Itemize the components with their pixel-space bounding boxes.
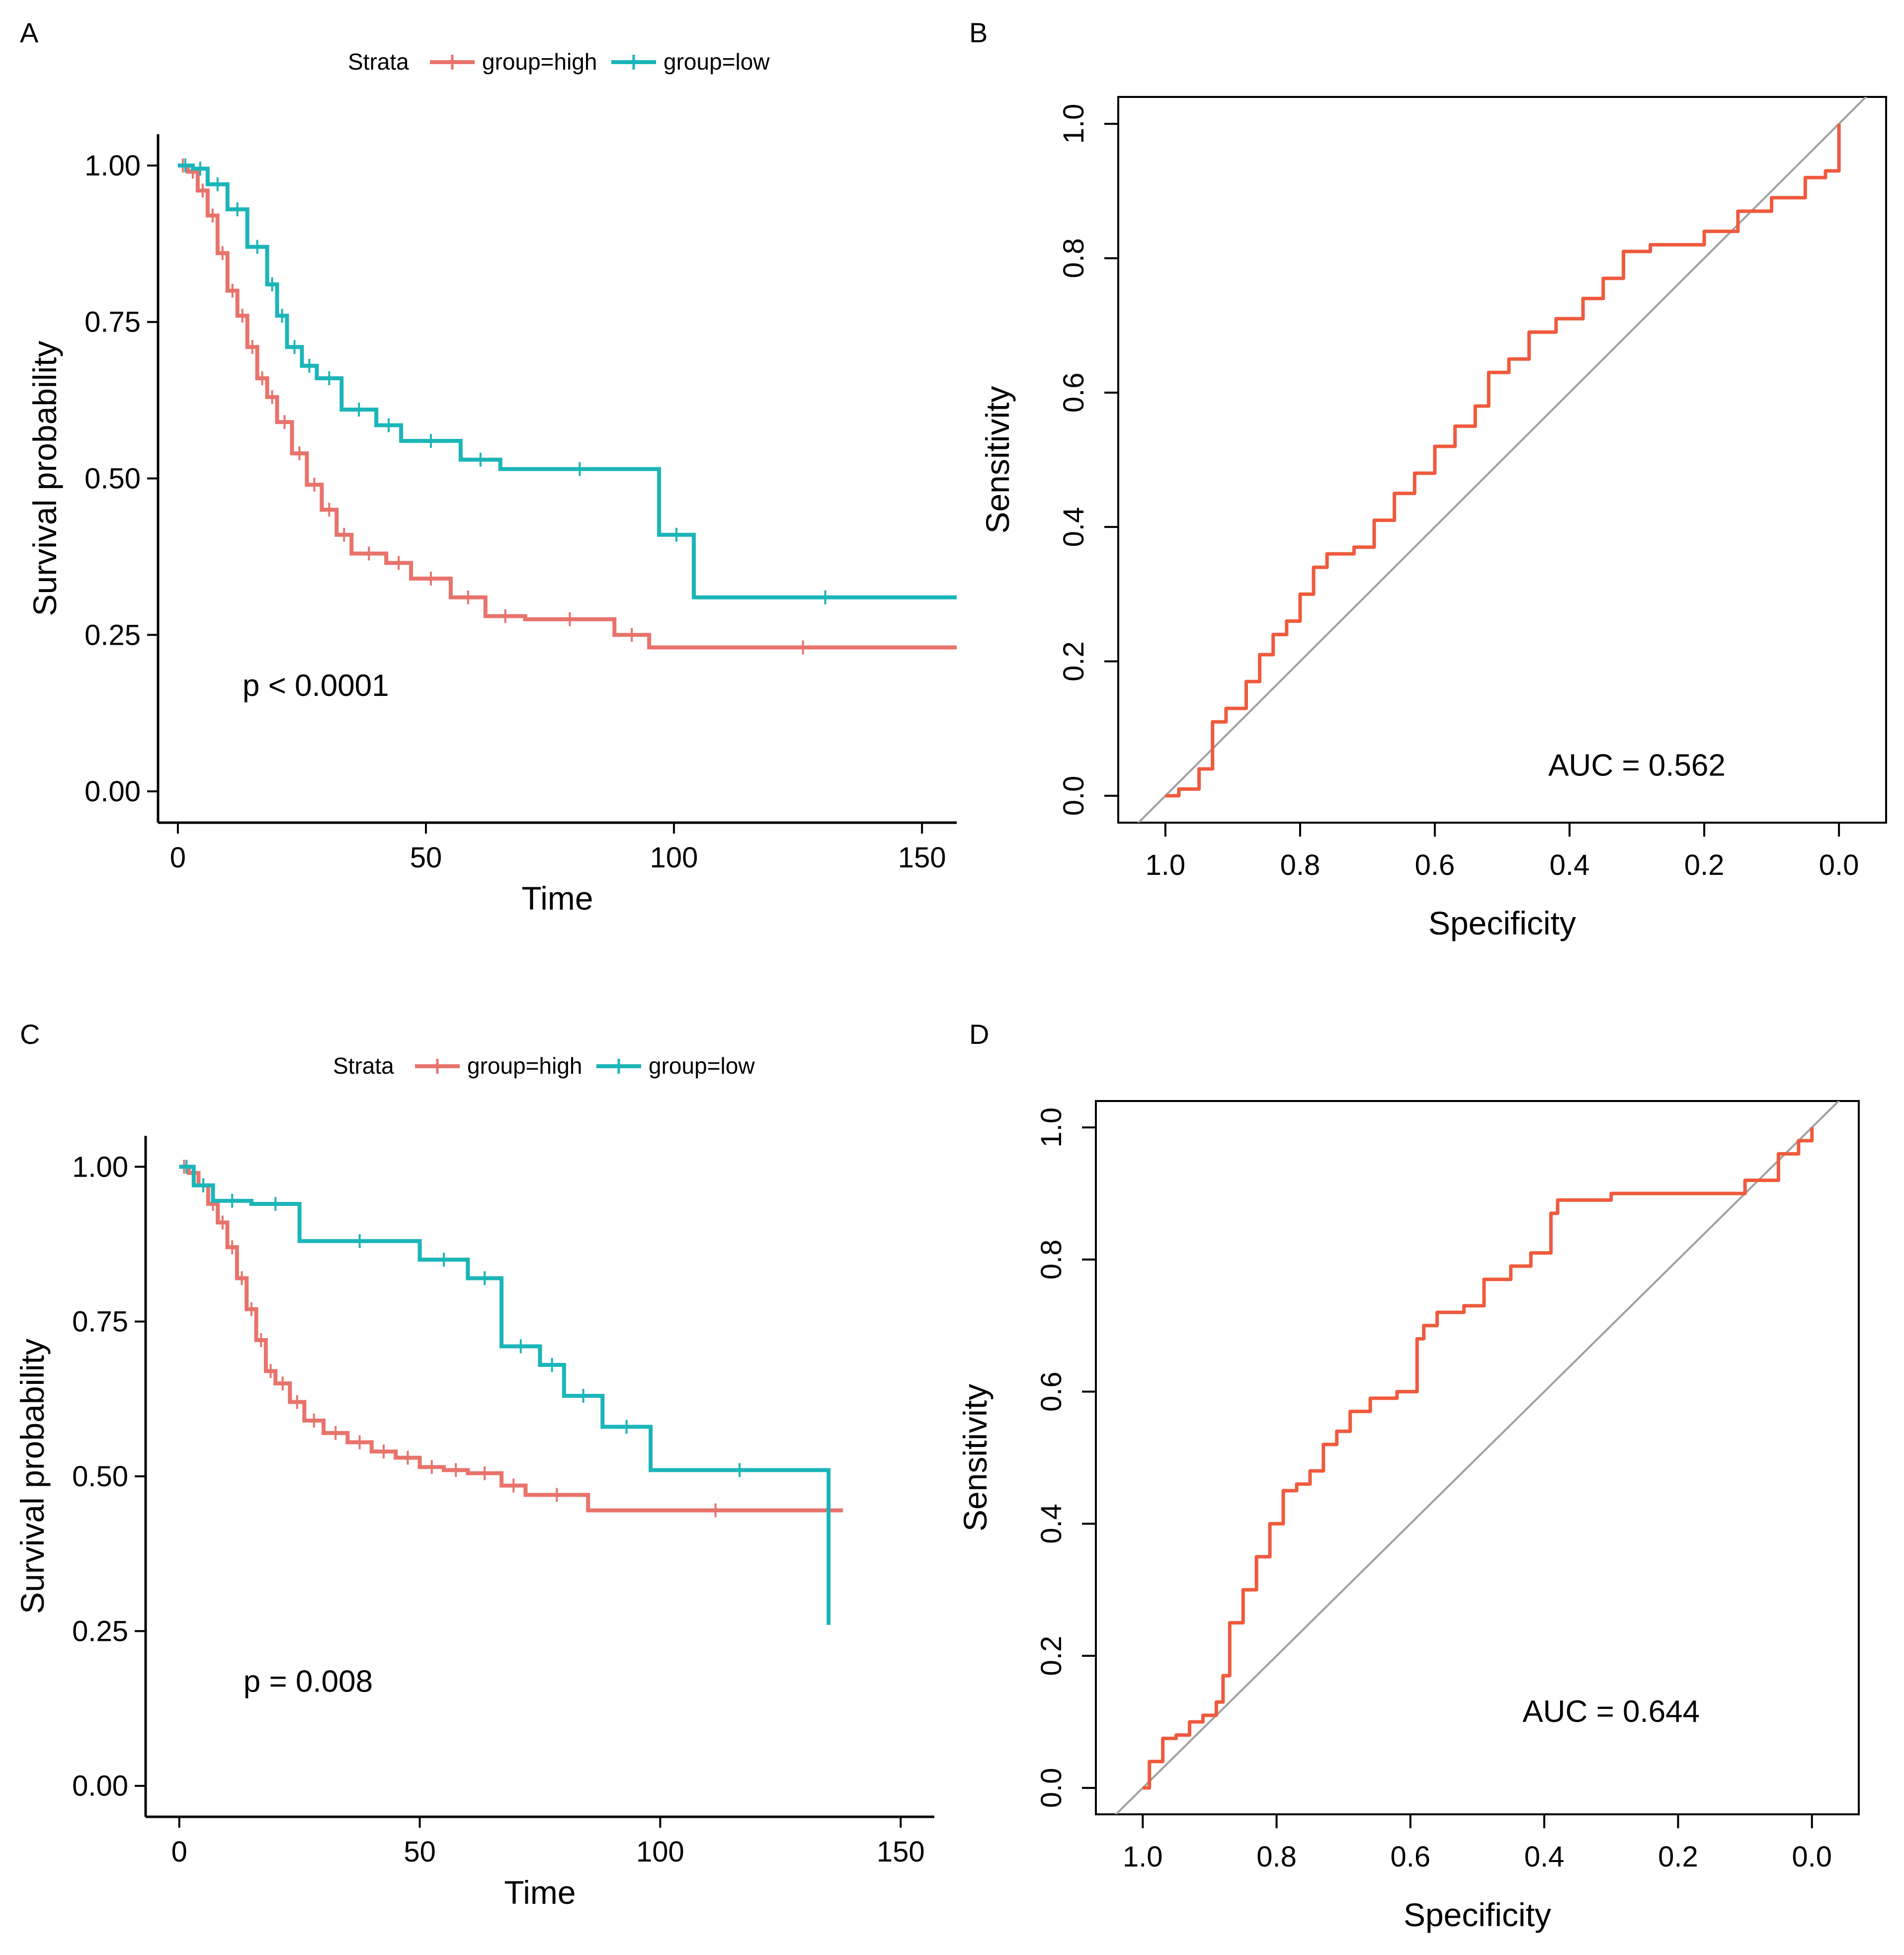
y-tick-label: 0.4 xyxy=(1058,507,1090,547)
x-tick-label: 0.6 xyxy=(1391,1841,1431,1873)
survival-curve-low xyxy=(177,163,957,599)
x-axis-title: Specificity xyxy=(1404,1896,1551,1933)
x-axis-title: Time xyxy=(504,1874,576,1911)
reference-diagonal xyxy=(1114,1101,1840,1814)
y-axis-title: Survival probability xyxy=(14,1339,51,1614)
x-tick-label: 0.8 xyxy=(1280,849,1321,881)
panel-letter-c: C xyxy=(20,1019,40,1050)
y-axis-title: Survival probability xyxy=(26,341,63,616)
x-tick-label: 0 xyxy=(171,1836,187,1868)
x-tick-label: 0 xyxy=(170,842,186,874)
legend-title: Strata xyxy=(348,49,409,75)
y-tick-label: 0.25 xyxy=(72,1615,128,1647)
plot-frame xyxy=(1095,1100,1860,1815)
x-axis-title: Specificity xyxy=(1428,905,1576,941)
y-tick-label: 0.75 xyxy=(84,306,141,339)
x-tick-label: 0.2 xyxy=(1658,1841,1698,1873)
x-tick-label: 0.8 xyxy=(1256,1841,1297,1873)
y-tick-label: 0.4 xyxy=(1035,1504,1068,1544)
legend-label-high: group=high xyxy=(467,1053,582,1079)
y-tick-label: 0.6 xyxy=(1035,1371,1068,1412)
roc-curve xyxy=(1143,1127,1814,1790)
y-tick-label: 0.8 xyxy=(1035,1240,1068,1280)
legend-label-low: group=low xyxy=(649,1053,755,1079)
x-tick-label: 0.4 xyxy=(1550,849,1590,881)
panel-letter-b: B xyxy=(969,17,988,48)
y-tick-label: 0.2 xyxy=(1058,641,1090,681)
x-tick-label: 1.0 xyxy=(1123,1841,1163,1873)
legend-label-low: group=low xyxy=(663,49,770,75)
survival-curve-high xyxy=(177,163,957,650)
x-tick-label: 100 xyxy=(650,842,698,874)
x-tick-label: 50 xyxy=(404,1836,436,1868)
y-tick-label: 0.6 xyxy=(1058,372,1090,413)
y-tick-label: 0.25 xyxy=(84,619,141,651)
x-tick-label: 0.4 xyxy=(1524,1841,1565,1873)
survival-curve-high xyxy=(179,1165,843,1513)
x-tick-label: 1.0 xyxy=(1146,849,1186,881)
y-tick-label: 0.50 xyxy=(84,463,141,495)
x-tick-label: 0.0 xyxy=(1792,1841,1832,1873)
y-axis-title: Sensitivity xyxy=(979,386,1016,533)
auc-annotation: AUC = 0.644 xyxy=(1522,1695,1700,1729)
legend-title: Strata xyxy=(333,1053,394,1079)
y-tick-label: 1.00 xyxy=(72,1151,128,1183)
y-tick-label: 0.8 xyxy=(1058,238,1090,278)
y-tick-label: 0.00 xyxy=(72,1770,128,1802)
y-tick-label: 0.00 xyxy=(84,775,141,808)
p-value-annotation: p = 0.008 xyxy=(244,1665,373,1699)
x-tick-label: 100 xyxy=(636,1836,684,1868)
y-tick-label: 0.0 xyxy=(1058,776,1090,816)
panel-letter-d: D xyxy=(969,1019,989,1050)
x-tick-label: 50 xyxy=(410,842,442,874)
y-tick-label: 0.2 xyxy=(1035,1636,1068,1676)
x-axis-title: Time xyxy=(521,880,593,917)
roc-curve xyxy=(1165,124,1841,798)
auc-annotation: AUC = 0.562 xyxy=(1548,748,1726,782)
y-tick-label: 1.0 xyxy=(1035,1107,1068,1148)
panel-letter-a: A xyxy=(20,17,39,48)
y-axis-title: Sensitivity xyxy=(957,1384,993,1531)
survival-curve-low xyxy=(179,1165,831,1625)
legend-label-high: group=high xyxy=(482,49,597,75)
p-value-annotation: p < 0.0001 xyxy=(243,669,389,703)
y-tick-label: 0.75 xyxy=(72,1306,128,1338)
y-tick-label: 0.0 xyxy=(1035,1768,1068,1808)
x-tick-label: 0.0 xyxy=(1819,849,1859,881)
plot-frame xyxy=(1117,96,1887,824)
x-tick-label: 0.2 xyxy=(1684,849,1725,881)
y-tick-label: 1.00 xyxy=(84,150,141,182)
x-tick-label: 150 xyxy=(898,842,946,874)
x-tick-label: 0.6 xyxy=(1415,849,1455,881)
x-tick-label: 150 xyxy=(877,1836,925,1868)
y-tick-label: 0.50 xyxy=(72,1460,128,1493)
y-tick-label: 1.0 xyxy=(1058,104,1090,144)
reference-diagonal xyxy=(1137,97,1868,823)
